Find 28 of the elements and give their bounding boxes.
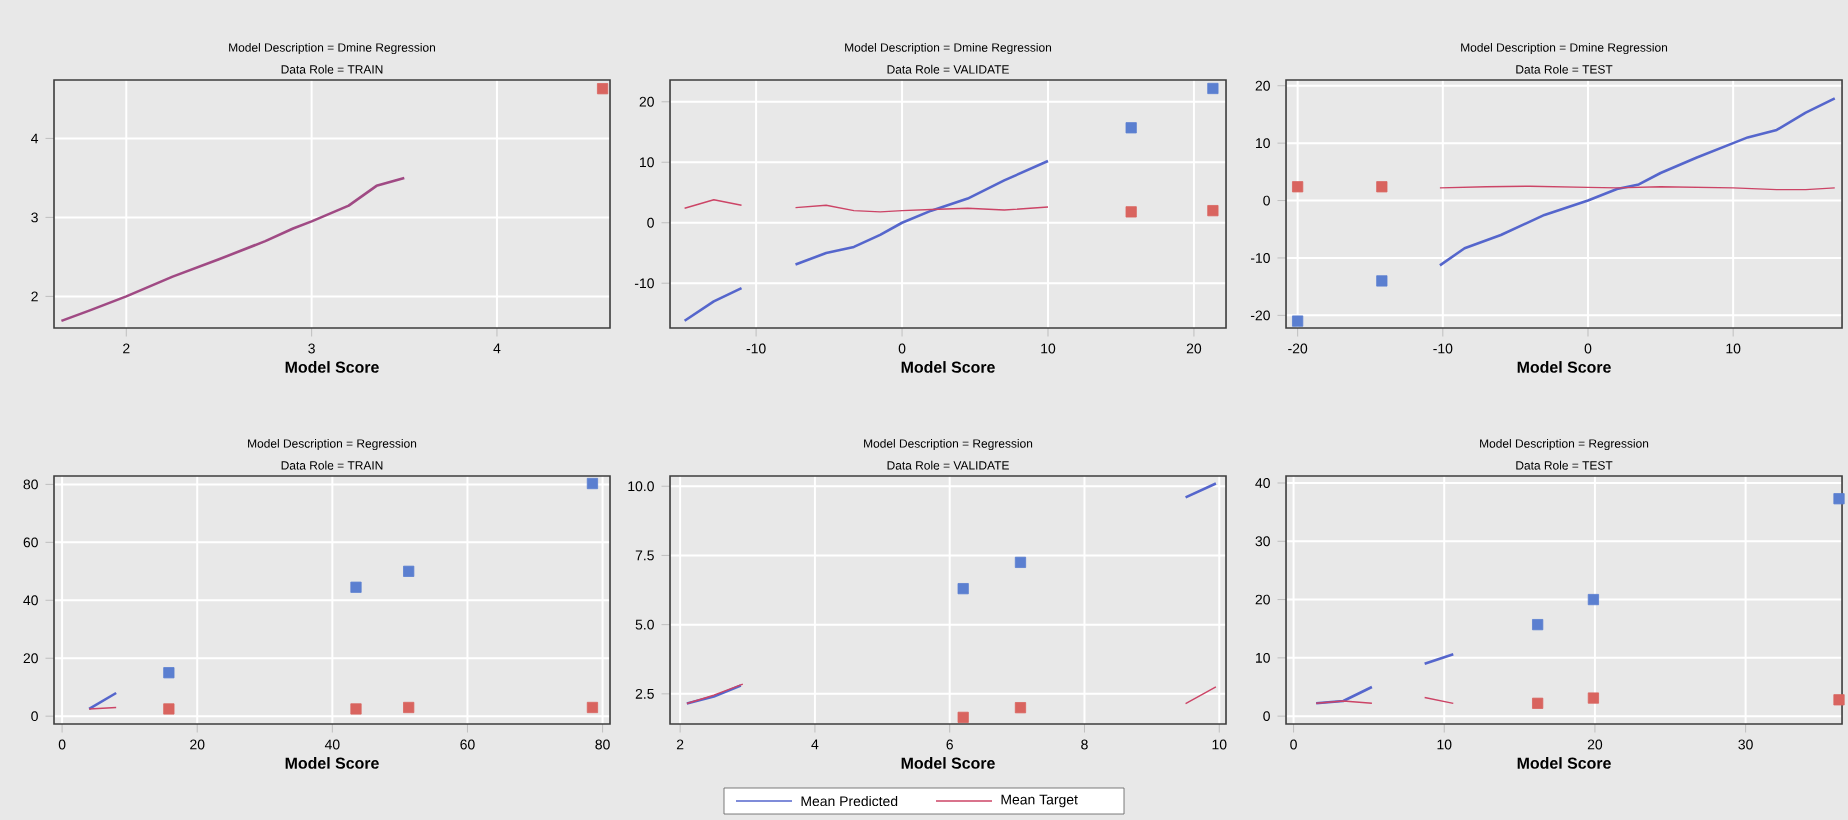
point: [1292, 315, 1304, 327]
point: [1833, 493, 1845, 505]
point: [1376, 181, 1388, 193]
point: [1207, 82, 1219, 95]
point: [163, 667, 175, 679]
point: [957, 711, 969, 723]
point: [163, 703, 175, 715]
point: [1125, 206, 1137, 218]
point: [586, 701, 599, 714]
point: [586, 477, 599, 490]
line-series: [1438, 97, 1837, 267]
point: [1376, 275, 1388, 287]
point: [1014, 702, 1027, 714]
point: [350, 581, 362, 593]
line-series: [60, 176, 406, 323]
point: [1125, 122, 1137, 134]
point: [1014, 556, 1027, 568]
point: [403, 565, 415, 577]
point: [1587, 593, 1599, 606]
point: [1207, 205, 1219, 217]
point: [350, 703, 362, 715]
point: [1292, 181, 1304, 193]
point: [957, 583, 969, 595]
point: [403, 701, 415, 714]
point: [1532, 619, 1544, 631]
point: [1532, 697, 1544, 709]
point: [1833, 694, 1845, 706]
point: [1587, 692, 1599, 704]
